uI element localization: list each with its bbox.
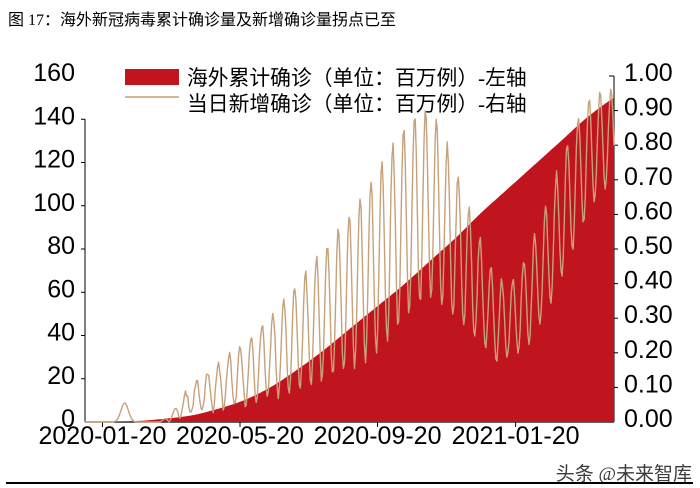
svg-text:0.60: 0.60 <box>624 197 673 225</box>
svg-text:0.40: 0.40 <box>624 267 673 295</box>
svg-text:0.70: 0.70 <box>624 163 673 191</box>
svg-text:0.80: 0.80 <box>624 128 673 156</box>
svg-text:0.10: 0.10 <box>624 370 673 398</box>
svg-text:100: 100 <box>33 189 75 217</box>
svg-text:2020-09-20: 2020-09-20 <box>314 422 442 450</box>
svg-text:120: 120 <box>33 146 75 174</box>
svg-text:0.20: 0.20 <box>624 336 673 364</box>
svg-text:0.90: 0.90 <box>624 94 673 122</box>
svg-text:40: 40 <box>47 319 75 347</box>
svg-text:2021-01-20: 2021-01-20 <box>452 422 580 450</box>
svg-text:当日新增确诊（单位：百万例）-右轴: 当日新增确诊（单位：百万例）-右轴 <box>187 93 527 116</box>
svg-text:160: 160 <box>33 59 75 87</box>
svg-text:60: 60 <box>47 275 75 303</box>
svg-text:0.50: 0.50 <box>624 232 673 260</box>
svg-text:0.30: 0.30 <box>624 301 673 329</box>
svg-text:80: 80 <box>47 232 75 260</box>
svg-text:2020-05-20: 2020-05-20 <box>176 422 304 450</box>
svg-text:0.00: 0.00 <box>624 405 673 433</box>
svg-text:140: 140 <box>33 102 75 130</box>
svg-text:海外累计确诊（单位：百万例）-左轴: 海外累计确诊（单位：百万例）-左轴 <box>187 67 527 90</box>
svg-text:2020-01-20: 2020-01-20 <box>39 422 167 450</box>
svg-text:1.00: 1.00 <box>624 59 673 87</box>
svg-text:20: 20 <box>47 362 75 390</box>
